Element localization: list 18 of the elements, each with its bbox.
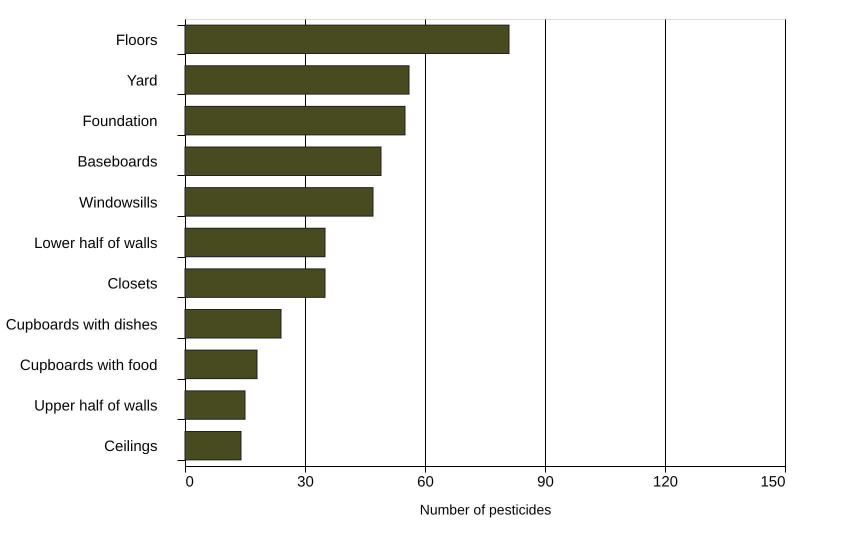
y-tick-label: Closets <box>107 276 158 293</box>
y-tick-label: Windowsills <box>79 194 158 212</box>
y-tick-label: Cupboards with food <box>20 356 158 374</box>
y-tick-label: Foundation <box>82 113 158 130</box>
x-tick-label: 90 <box>537 474 554 490</box>
y-tick-label: Upper half of walls <box>34 398 158 415</box>
y-tick-label: Yard <box>126 72 158 90</box>
y-tick-label: Ceilings <box>104 438 158 456</box>
y-tick-label: Lower half of walls <box>34 235 158 252</box>
x-tick-label: 150 <box>760 474 786 490</box>
x-tick-label: 30 <box>297 474 314 490</box>
x-tick-label: 120 <box>652 474 678 490</box>
y-tick-label: Cupboards with dishes <box>6 316 158 334</box>
x-tick-label: 0 <box>186 474 194 490</box>
x-axis-title: Number of pesticides <box>420 502 552 518</box>
y-tick-label: Floors <box>116 32 158 49</box>
y-tick-label: Baseboards <box>77 154 158 171</box>
x-tick-label: 60 <box>417 474 434 490</box>
